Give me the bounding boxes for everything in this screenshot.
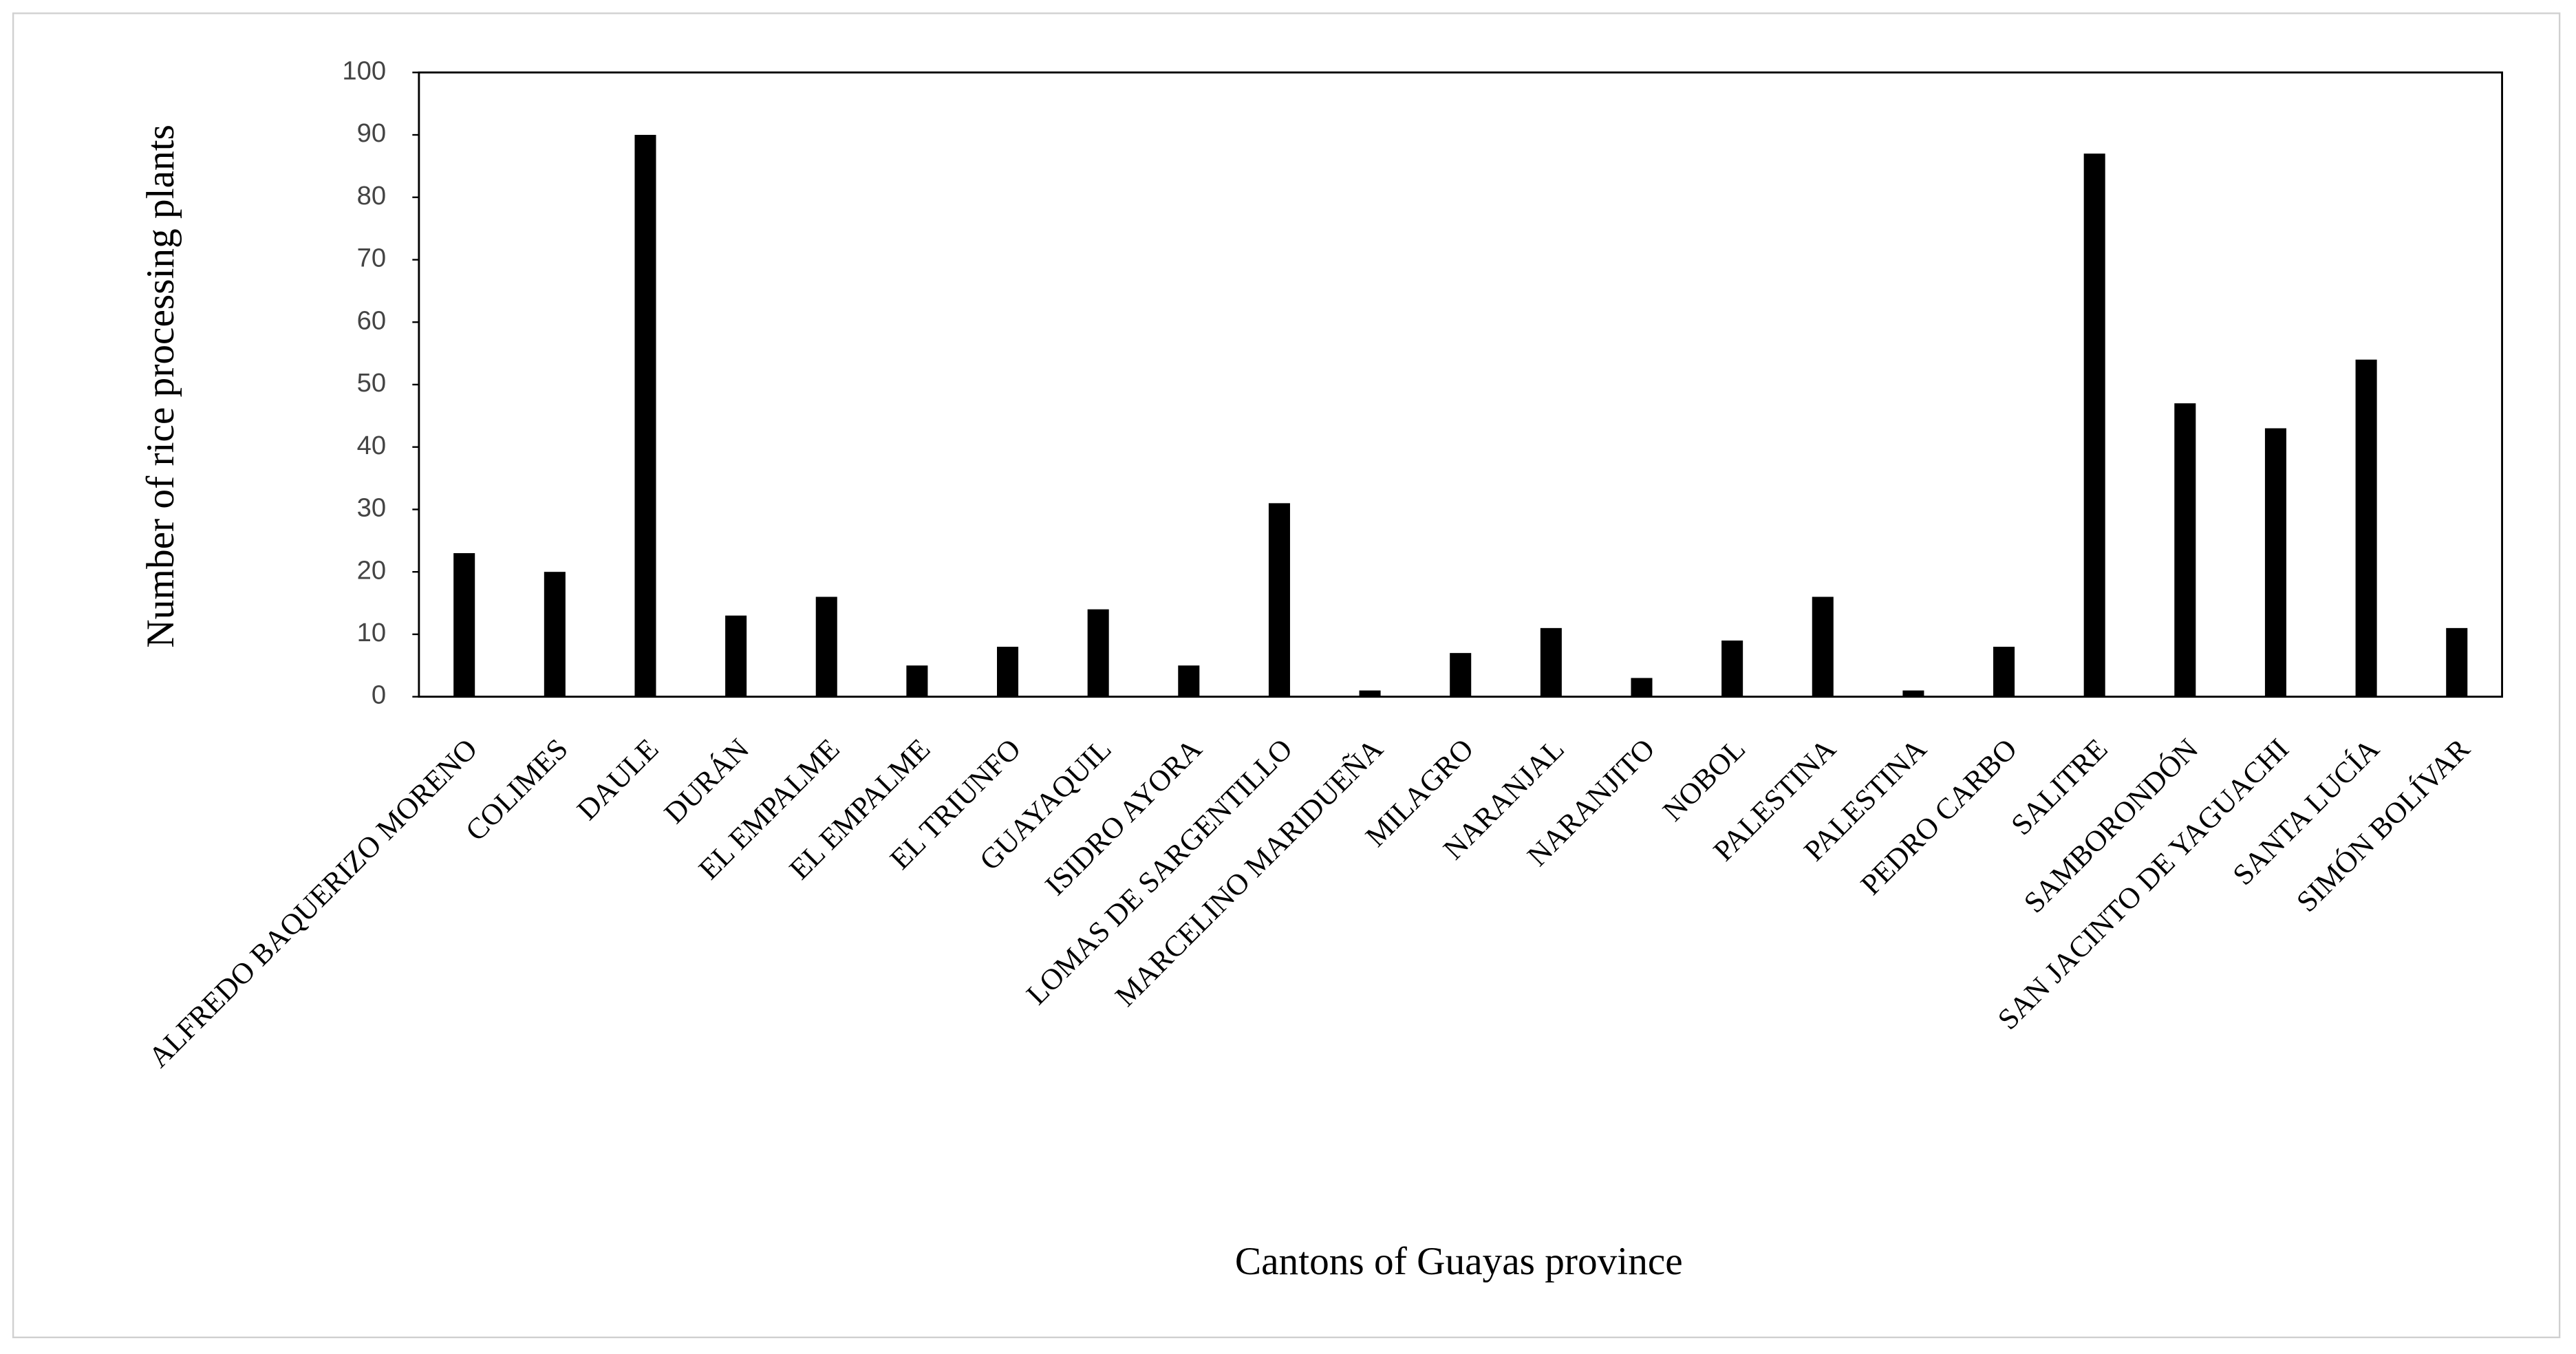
bar (1359, 690, 1381, 697)
bar (1812, 597, 1834, 697)
bar (1540, 627, 1562, 697)
bar (1087, 609, 1109, 697)
y-tick-label: 40 (357, 431, 386, 460)
y-tick-label: 50 (357, 368, 386, 398)
bar (544, 572, 566, 697)
bar (725, 615, 747, 697)
y-tick-label: 70 (357, 244, 386, 273)
bar (1721, 640, 1743, 697)
y-tick-label: 0 (372, 680, 386, 710)
x-axis-label: Cantons of Guayas province (1235, 1240, 1683, 1283)
bar (1993, 647, 2015, 697)
bar (1178, 665, 1200, 697)
y-tick-label: 30 (357, 493, 386, 523)
y-tick-label: 20 (357, 555, 386, 585)
bar (1450, 653, 1472, 697)
bar (2446, 627, 2468, 697)
bar (1631, 678, 1653, 697)
bar (2355, 359, 2377, 697)
bar (997, 647, 1019, 697)
bar (1902, 690, 1924, 697)
y-tick-label: 100 (342, 56, 386, 85)
y-tick-label: 90 (357, 118, 386, 148)
bar (2174, 403, 2196, 697)
bar (634, 135, 656, 697)
bar (1268, 503, 1290, 697)
y-axis-label: Number of rice processing plants (139, 125, 182, 648)
bar (453, 552, 475, 697)
y-tick-label: 10 (357, 618, 386, 647)
y-tick-label: 80 (357, 181, 386, 211)
bar (906, 665, 928, 697)
bar (2264, 428, 2286, 697)
bar (2083, 153, 2105, 697)
bar (815, 597, 837, 697)
y-tick-label: 60 (357, 305, 386, 335)
